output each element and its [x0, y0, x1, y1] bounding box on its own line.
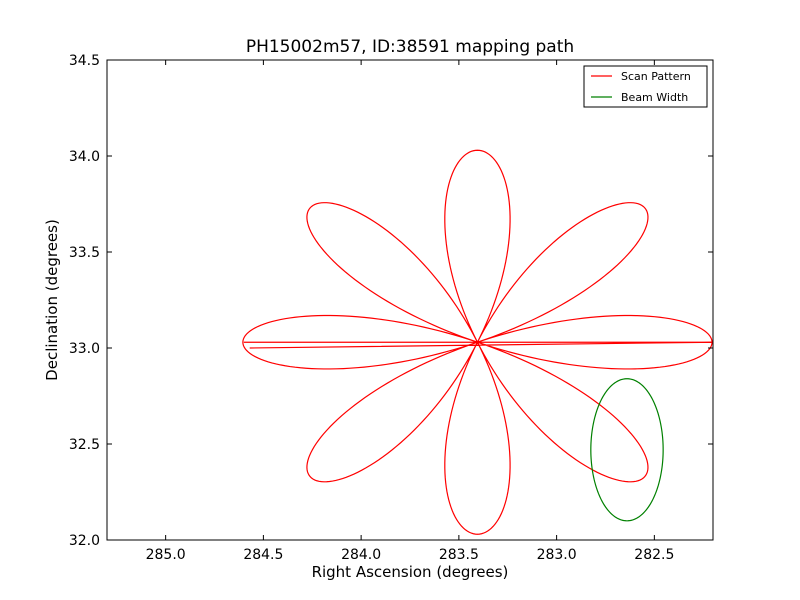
x-tick-label: 284.0: [341, 547, 381, 563]
legend: Scan Pattern Beam Width: [583, 65, 708, 108]
x-tick-label: 283.0: [537, 547, 577, 563]
x-axis-label: Right Ascension (degrees): [312, 563, 509, 581]
y-tick-label: 34.5: [69, 53, 100, 69]
legend-box: [583, 65, 708, 108]
chart-title: PH15002m57, ID:38591 mapping path: [246, 37, 574, 57]
y-axis: 32.0 32.5 33.0 33.5 34.0 34.5: [69, 53, 713, 549]
series-layer: [242, 149, 713, 535]
y-tick-label: 32.5: [69, 437, 100, 453]
legend-label-scan-pattern: Scan Pattern: [621, 70, 691, 83]
y-tick-label: 33.5: [69, 245, 100, 261]
x-axis: 285.0 284.5 284.0 283.5 283.0 282.5: [146, 60, 674, 563]
plot-frame: [106, 59, 714, 541]
y-tick-label: 33.0: [69, 341, 100, 357]
x-tick-label: 285.0: [146, 547, 186, 563]
y-tick-label: 32.0: [69, 533, 100, 549]
x-tick-label: 283.5: [439, 547, 479, 563]
y-axis-label: Declination (degrees): [43, 219, 61, 381]
series-line-beam-width: [590, 378, 664, 522]
legend-label-beam-width: Beam Width: [621, 91, 688, 104]
y-tick-label: 34.0: [69, 149, 100, 165]
x-tick-label: 284.5: [243, 547, 283, 563]
x-tick-label: 282.5: [634, 547, 674, 563]
series-line-scan-pattern: [242, 149, 713, 535]
plot-area: [107, 60, 713, 540]
